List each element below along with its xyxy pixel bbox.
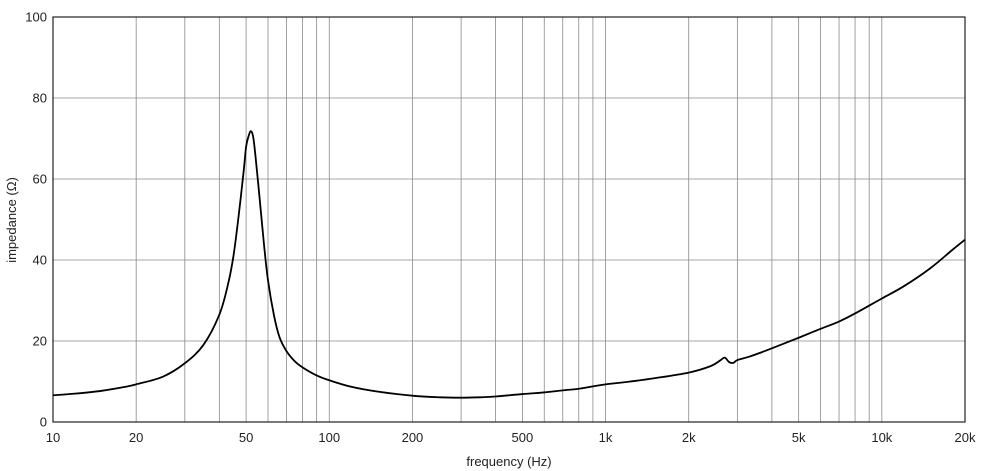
plot-frame: [52, 16, 966, 423]
x-axis-title: frequency (Hz): [466, 454, 551, 469]
x-tick-label: 100: [318, 430, 340, 445]
y-tick-label: 20: [33, 334, 47, 349]
x-tick-label: 20k: [955, 430, 976, 445]
x-tick-label: 1k: [599, 430, 613, 445]
x-tick-label: 10: [46, 430, 60, 445]
impedance-curve: [52, 130, 966, 399]
y-tick-label: 0: [40, 415, 47, 430]
y-tick-label: 60: [33, 172, 47, 187]
x-tick-label: 2k: [682, 430, 696, 445]
x-tick-label: 500: [512, 430, 534, 445]
y-tick-label: 80: [33, 91, 47, 106]
y-tick-labels: 0 20 40 60 80 100: [25, 10, 47, 430]
x-tick-label: 10k: [871, 430, 892, 445]
x-tick-label: 50: [239, 430, 253, 445]
y-tick-label: 100: [25, 10, 47, 25]
x-tick-labels: 10 20 50 100 200 500 1k 2k 5k 10k 20k: [46, 430, 976, 445]
x-tick-label: 5k: [792, 430, 806, 445]
y-tick-label: 40: [33, 253, 47, 268]
series-layer: [52, 130, 966, 399]
grid-lines: [53, 17, 965, 422]
y-axis-title: impedance (Ω): [4, 177, 19, 263]
x-tick-label: 20: [129, 430, 143, 445]
x-tick-label: 200: [402, 430, 424, 445]
